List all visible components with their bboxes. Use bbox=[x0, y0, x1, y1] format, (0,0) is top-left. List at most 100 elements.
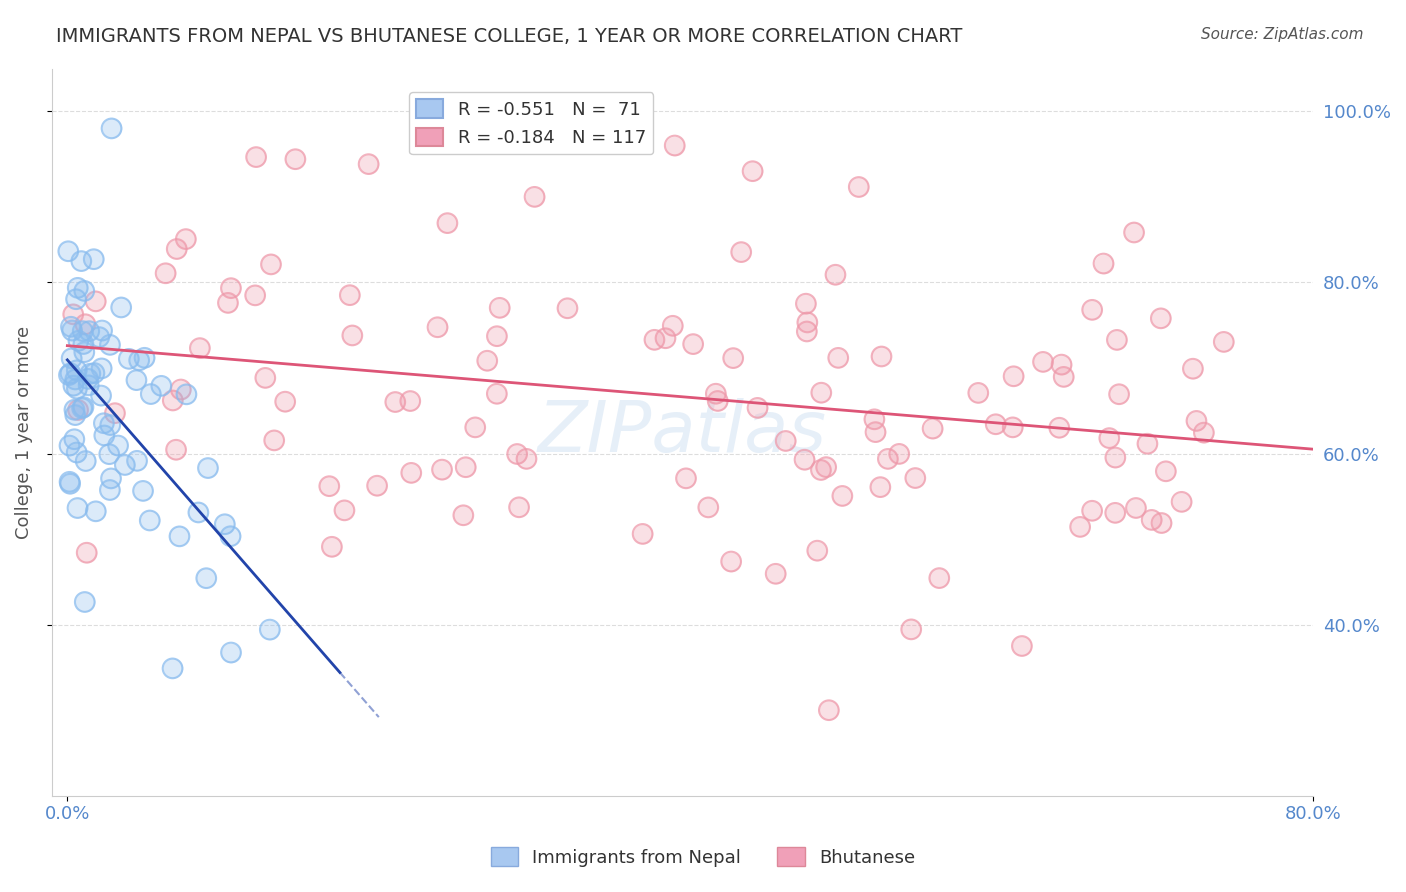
Point bbox=[454, 460, 477, 475]
Point bbox=[98, 338, 121, 352]
Point bbox=[747, 401, 769, 415]
Point bbox=[1092, 256, 1115, 270]
Point bbox=[274, 394, 297, 409]
Point bbox=[217, 296, 239, 310]
Point bbox=[869, 480, 891, 494]
Point bbox=[58, 439, 80, 453]
Point bbox=[1150, 516, 1173, 530]
Point bbox=[1170, 495, 1192, 509]
Point bbox=[865, 425, 887, 439]
Point bbox=[631, 527, 654, 541]
Point bbox=[76, 546, 98, 560]
Point bbox=[1123, 226, 1146, 240]
Point bbox=[865, 425, 887, 439]
Point bbox=[139, 514, 162, 528]
Point bbox=[73, 595, 96, 609]
Point bbox=[75, 454, 97, 468]
Point bbox=[66, 382, 89, 396]
Point bbox=[100, 471, 122, 485]
Point bbox=[508, 500, 530, 515]
Point bbox=[426, 320, 449, 334]
Point bbox=[165, 442, 187, 457]
Point bbox=[176, 387, 198, 401]
Point bbox=[889, 447, 911, 461]
Point bbox=[1181, 361, 1204, 376]
Point bbox=[125, 454, 148, 468]
Point bbox=[721, 351, 744, 365]
Point bbox=[90, 361, 112, 376]
Point bbox=[1002, 369, 1025, 384]
Point bbox=[59, 367, 82, 381]
Point bbox=[73, 284, 96, 298]
Point bbox=[62, 307, 84, 321]
Point bbox=[984, 417, 1007, 432]
Point bbox=[263, 434, 285, 448]
Point bbox=[485, 386, 508, 401]
Point bbox=[77, 372, 100, 386]
Point bbox=[76, 546, 98, 560]
Point bbox=[63, 432, 86, 446]
Point bbox=[1053, 370, 1076, 384]
Point bbox=[66, 501, 89, 516]
Point bbox=[889, 447, 911, 461]
Point bbox=[58, 244, 80, 259]
Point bbox=[876, 451, 898, 466]
Point bbox=[464, 420, 486, 434]
Point bbox=[675, 471, 697, 485]
Point bbox=[60, 324, 83, 338]
Point bbox=[75, 454, 97, 468]
Point bbox=[485, 329, 508, 343]
Point bbox=[1047, 421, 1070, 435]
Point bbox=[321, 540, 343, 554]
Point bbox=[1136, 436, 1159, 450]
Point bbox=[464, 420, 486, 434]
Point bbox=[928, 571, 950, 585]
Point bbox=[150, 379, 173, 393]
Point bbox=[170, 383, 193, 397]
Point bbox=[1154, 464, 1177, 478]
Point bbox=[84, 294, 107, 309]
Point bbox=[219, 529, 242, 543]
Point bbox=[93, 428, 115, 442]
Point bbox=[58, 475, 80, 489]
Point bbox=[107, 438, 129, 452]
Point bbox=[488, 301, 510, 315]
Point bbox=[59, 319, 82, 334]
Point bbox=[214, 517, 236, 532]
Point bbox=[508, 500, 530, 515]
Point bbox=[219, 281, 242, 295]
Point bbox=[219, 646, 242, 660]
Point bbox=[682, 337, 704, 351]
Point bbox=[643, 333, 665, 347]
Point bbox=[100, 471, 122, 485]
Point bbox=[806, 543, 828, 558]
Point bbox=[98, 418, 121, 433]
Point bbox=[664, 138, 686, 153]
Point bbox=[83, 366, 105, 380]
Point bbox=[1081, 302, 1104, 317]
Point bbox=[77, 372, 100, 386]
Point bbox=[430, 462, 453, 476]
Point bbox=[162, 393, 184, 408]
Point bbox=[100, 121, 122, 136]
Point bbox=[796, 315, 818, 329]
Point bbox=[477, 353, 499, 368]
Point bbox=[89, 330, 111, 344]
Point bbox=[72, 337, 94, 351]
Point bbox=[169, 529, 191, 543]
Point bbox=[815, 460, 838, 475]
Legend: Immigrants from Nepal, Bhutanese: Immigrants from Nepal, Bhutanese bbox=[484, 840, 922, 874]
Point bbox=[515, 451, 537, 466]
Point bbox=[89, 330, 111, 344]
Point bbox=[162, 661, 184, 675]
Point bbox=[794, 296, 817, 310]
Point bbox=[384, 395, 406, 409]
Point bbox=[357, 157, 380, 171]
Point bbox=[730, 245, 752, 260]
Point bbox=[77, 378, 100, 392]
Point bbox=[170, 383, 193, 397]
Point bbox=[430, 462, 453, 476]
Point bbox=[1140, 513, 1163, 527]
Point bbox=[214, 517, 236, 532]
Point bbox=[1192, 425, 1215, 440]
